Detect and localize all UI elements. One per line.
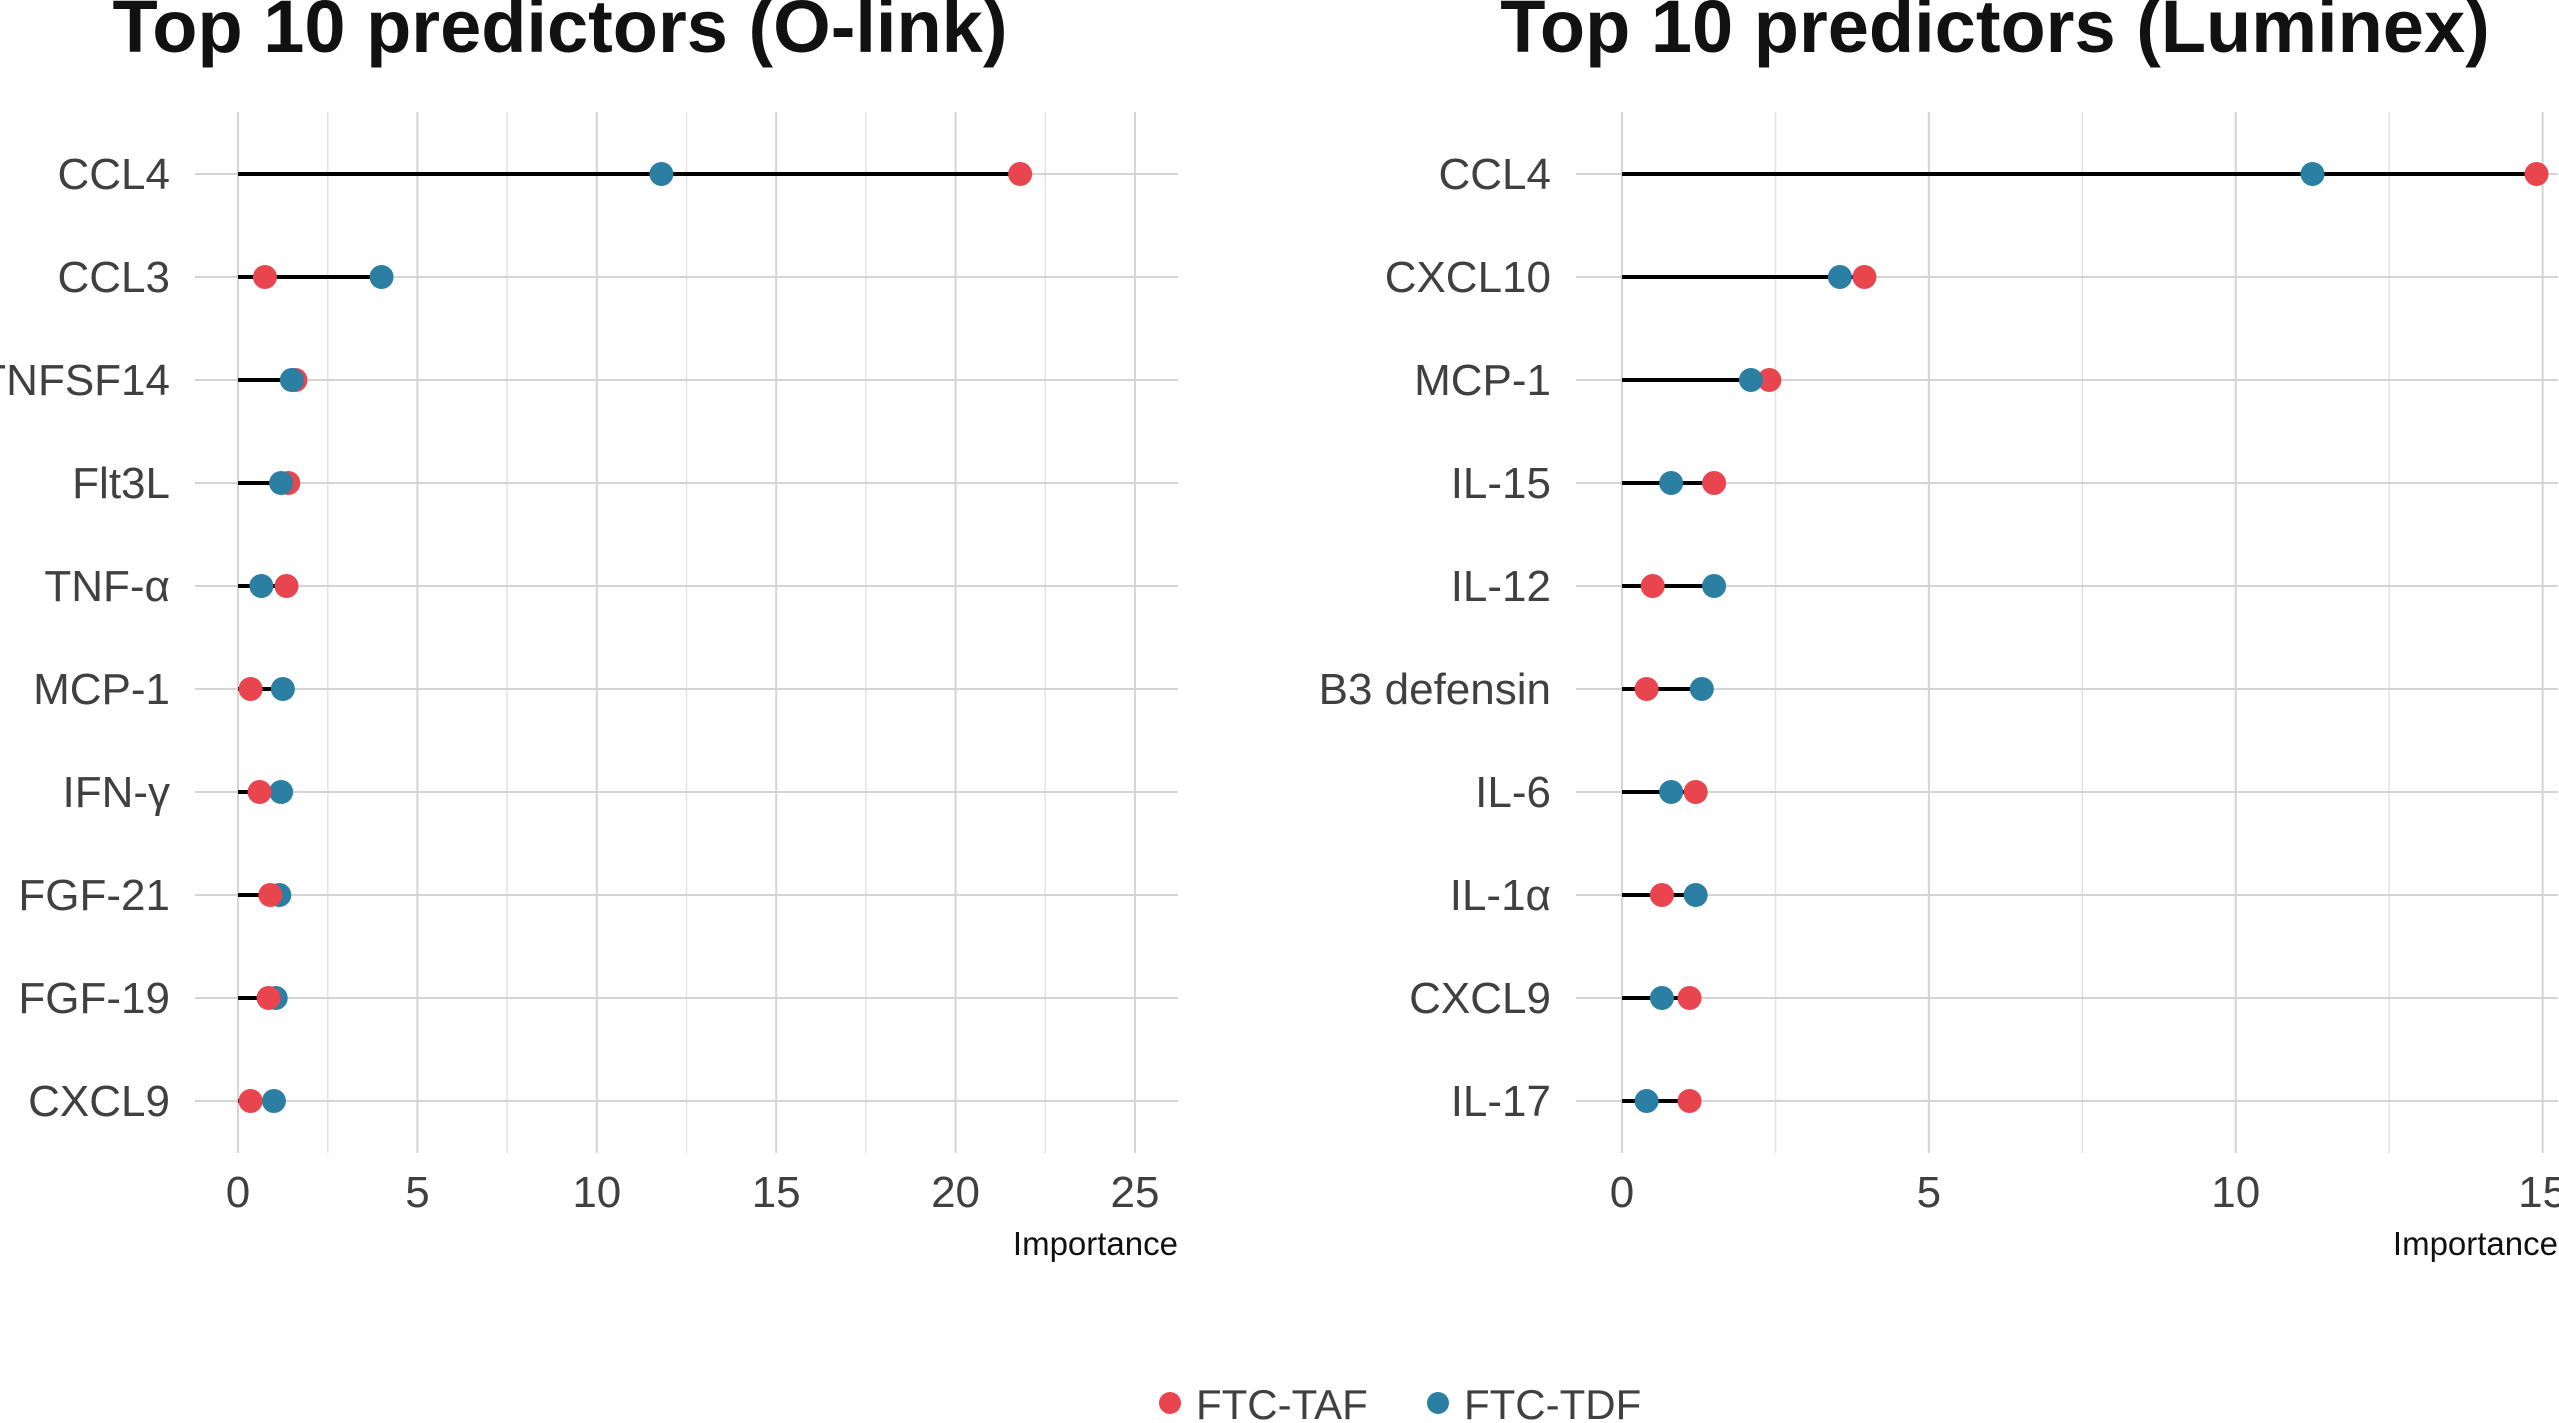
panel-luminex: Top 10 predictors (Luminex) CCL4 CXCL10 MC…	[1319, 0, 2559, 1262]
category-label: CXCL9	[1409, 974, 1551, 1023]
x-tick-label: 0	[226, 1168, 250, 1217]
dot-ftc-tdf	[1649, 986, 1674, 1010]
dot-ftc-tdf	[2300, 162, 2325, 186]
dot-ftc-taf	[274, 574, 299, 598]
dot-ftc-tdf	[649, 162, 674, 186]
category-label: B3 defensin	[1319, 665, 1551, 714]
category-label: IL-12	[1451, 562, 1551, 611]
grid-luminex	[1576, 112, 2558, 1153]
dot-ftc-taf	[1757, 368, 1782, 392]
panel-olink: Top 10 predictors (O-link) CCL4 CCL3 TNFSF…	[0, 0, 1178, 1262]
dot-ftc-taf	[1649, 883, 1674, 907]
legend-label-ftc-taf: FTC-TAF	[1196, 1381, 1368, 1423]
category-label: MCP-1	[1414, 356, 1551, 405]
dot-ftc-taf	[258, 883, 283, 907]
category-label: IL-15	[1451, 459, 1551, 508]
category-label: CXCL9	[28, 1077, 170, 1126]
x-axis-label-luminex: Importance	[2393, 1225, 2558, 1262]
category-label: IL-1α	[1450, 871, 1551, 920]
category-label: MCP-1	[33, 665, 170, 714]
dot-ftc-tdf	[270, 677, 295, 701]
dot-ftc-tdf	[261, 1089, 286, 1113]
dot-ftc-tdf	[1702, 574, 1727, 598]
category-label: FGF-21	[18, 871, 170, 920]
dot-ftc-tdf	[269, 471, 294, 495]
x-tick-labels-olink: 0 5 10 15 20 25	[226, 1168, 1160, 1217]
marks-luminex	[1622, 162, 2549, 1113]
category-label: CXCL10	[1385, 253, 1551, 302]
dot-ftc-tdf	[249, 574, 274, 598]
chart-title-luminex: Top 10 predictors (Luminex)	[1500, 0, 2490, 68]
dot-ftc-tdf	[1738, 368, 1763, 392]
dot-ftc-tdf	[1634, 1089, 1659, 1113]
category-label: IL-17	[1451, 1077, 1551, 1126]
category-label: TNF-α	[44, 562, 170, 611]
dot-ftc-taf	[252, 265, 277, 289]
dot-ftc-tdf	[279, 368, 304, 392]
x-tick-label: 25	[1110, 1168, 1159, 1217]
category-labels-luminex: CCL4 CXCL10 MCP-1 IL-15 IL-12 B3 defensin IL-6…	[1319, 150, 1551, 1126]
category-label: CCL4	[1439, 150, 1552, 199]
marks-olink	[238, 162, 1033, 1113]
x-tick-label: 15	[752, 1168, 801, 1217]
x-tick-label: 10	[572, 1168, 621, 1217]
x-tick-label: 5	[1917, 1168, 1941, 1217]
category-labels-olink: CCL4 CCL3 TNFSF14 Flt3L TNF-α MCP-1 IFN-γ FGF-2…	[0, 150, 170, 1126]
dot-ftc-taf	[1677, 986, 1702, 1010]
dot-ftc-taf	[2524, 162, 2549, 186]
dot-ftc-tdf	[369, 265, 394, 289]
dot-ftc-tdf	[1827, 265, 1852, 289]
x-tick-label: 5	[405, 1168, 429, 1217]
legend-swatch-ftc-tdf	[1427, 1392, 1449, 1414]
x-tick-labels-luminex: 0 5 10 15	[1610, 1168, 2559, 1217]
legend-label-ftc-tdf: FTC-TDF	[1464, 1381, 1641, 1423]
category-label: CCL3	[58, 253, 171, 302]
category-label: Flt3L	[72, 459, 170, 508]
category-label: IFN-γ	[62, 768, 170, 817]
x-tick-label: 20	[931, 1168, 980, 1217]
dot-ftc-taf	[1852, 265, 1877, 289]
dot-ftc-taf	[1634, 677, 1659, 701]
dot-ftc-taf	[256, 986, 281, 1010]
category-label: IL-6	[1475, 768, 1551, 817]
chart-title-olink: Top 10 predictors (O-link)	[113, 0, 1008, 68]
dot-ftc-taf	[1683, 780, 1708, 804]
dot-ftc-taf	[247, 780, 272, 804]
dot-ftc-tdf	[269, 780, 294, 804]
dot-ftc-taf	[1677, 1089, 1702, 1113]
dot-ftc-taf	[238, 1089, 263, 1113]
category-label: FGF-19	[18, 974, 170, 1023]
dot-ftc-tdf	[1659, 780, 1684, 804]
dot-ftc-taf	[238, 677, 263, 701]
legend: FTC-TAF FTC-TDF	[1159, 1381, 1641, 1423]
category-label: TNFSF14	[0, 356, 170, 405]
x-tick-label: 0	[1610, 1168, 1634, 1217]
x-tick-label: 15	[2518, 1168, 2559, 1217]
dot-ftc-taf	[1702, 471, 1727, 495]
dot-ftc-tdf	[1689, 677, 1714, 701]
x-axis-label-olink: Importance	[1013, 1225, 1178, 1262]
category-label: CCL4	[58, 150, 171, 199]
grid-olink	[195, 112, 1178, 1153]
dot-ftc-tdf	[1683, 883, 1708, 907]
x-tick-label: 10	[2211, 1168, 2260, 1217]
dot-ftc-tdf	[1659, 471, 1684, 495]
dot-ftc-taf	[1640, 574, 1665, 598]
legend-swatch-ftc-taf	[1159, 1392, 1181, 1414]
dot-ftc-taf	[1008, 162, 1033, 186]
